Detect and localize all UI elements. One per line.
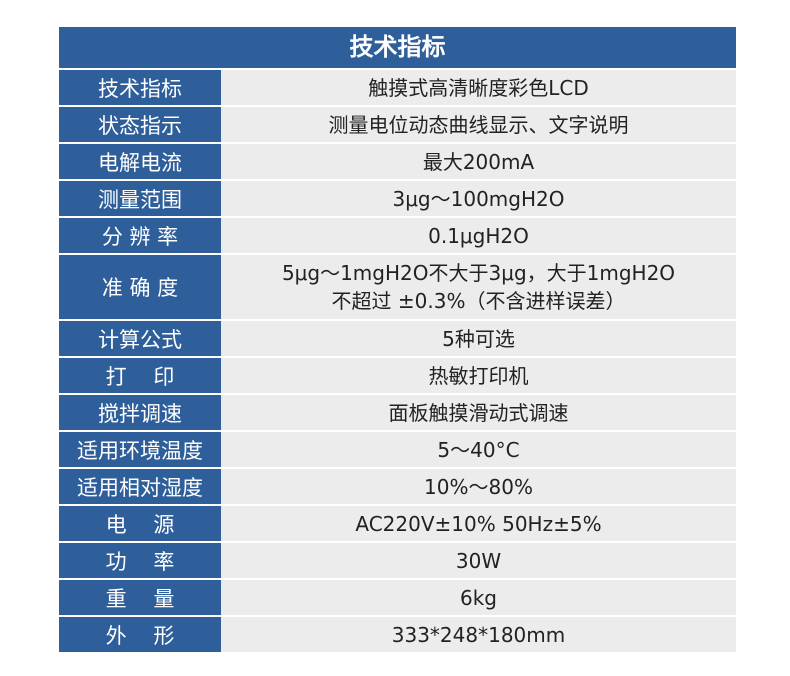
- spec-table: 技术指标 技术指标 触摸式高清晰度彩色LCD 状态指示 测量电位动态曲线显示、文字说明…: [59, 27, 736, 654]
- spec-value-line: 触摸式高清晰度彩色LCD: [368, 75, 589, 100]
- table-row: 状态指示 测量电位动态曲线显示、文字说明: [59, 107, 736, 142]
- table-row: 功 率 30W: [59, 543, 736, 578]
- spec-value-line: 不超过 ±0.3%（不含进样误差）: [331, 289, 626, 313]
- table-row: 电解电流 最大200mA: [59, 144, 736, 179]
- table-row: 适用环境温度 5～40°C: [59, 432, 736, 467]
- table-row: 外 形 333*248*180mm: [59, 617, 736, 652]
- spec-value: 10%～80%: [221, 469, 736, 504]
- spec-label: 适用相对湿度: [59, 469, 221, 504]
- table-row: 准 确 度 5μg～1mgH2O不大于3μg，大于1mgH2O 不超过 ±0.3%（…: [59, 255, 736, 319]
- spec-value: 触摸式高清晰度彩色LCD: [221, 70, 736, 105]
- spec-value: 6kg: [221, 580, 736, 615]
- table-row: 分 辨 率 0.1μgH2O: [59, 218, 736, 253]
- spec-value: 5μg～1mgH2O不大于3μg，大于1mgH2O 不超过 ±0.3%（不含进样误…: [221, 255, 736, 319]
- spec-value-line: 3μg～100mgH2O: [392, 186, 565, 211]
- spec-value: 5种可选: [221, 321, 736, 356]
- spec-label: 电解电流: [59, 144, 221, 179]
- table-row: 打 印 热敏打印机: [59, 358, 736, 393]
- spec-value-line: 5～40°C: [437, 437, 520, 462]
- table-row: 搅拌调速 面板触摸滑动式调速: [59, 395, 736, 430]
- table-row: 测量范围 3μg～100mgH2O: [59, 181, 736, 216]
- spec-value-line: AC220V±10% 50Hz±5%: [355, 511, 602, 536]
- spec-label: 搅拌调速: [59, 395, 221, 430]
- spec-value: 最大200mA: [221, 144, 736, 179]
- table-row: 重 量 6kg: [59, 580, 736, 615]
- table-title: 技术指标: [59, 27, 736, 68]
- spec-value-line: 30W: [455, 548, 502, 573]
- spec-label: 分 辨 率: [59, 218, 221, 253]
- table-row: 计算公式 5种可选: [59, 321, 736, 356]
- spec-value: 30W: [221, 543, 736, 578]
- spec-label: 功 率: [59, 543, 221, 578]
- spec-value: 3μg～100mgH2O: [221, 181, 736, 216]
- spec-value: 面板触摸滑动式调速: [221, 395, 736, 430]
- spec-label: 重 量: [59, 580, 221, 615]
- spec-label: 适用环境温度: [59, 432, 221, 467]
- spec-value: 测量电位动态曲线显示、文字说明: [221, 107, 736, 142]
- spec-label: 状态指示: [59, 107, 221, 142]
- spec-label: 打 印: [59, 358, 221, 393]
- table-row: 适用相对湿度 10%～80%: [59, 469, 736, 504]
- table-row: 电 源 AC220V±10% 50Hz±5%: [59, 506, 736, 541]
- spec-label: 测量范围: [59, 181, 221, 216]
- spec-label: 外 形: [59, 617, 221, 652]
- spec-label: 计算公式: [59, 321, 221, 356]
- spec-value-line: 0.1μgH2O: [428, 223, 529, 248]
- spec-label: 电 源: [59, 506, 221, 541]
- spec-value-line: 测量电位动态曲线显示、文字说明: [328, 112, 629, 137]
- spec-value: 0.1μgH2O: [221, 218, 736, 253]
- spec-value-line: 热敏打印机: [428, 363, 529, 388]
- spec-value-line: 10%～80%: [424, 474, 533, 499]
- spec-value: 热敏打印机: [221, 358, 736, 393]
- spec-value-line: 6kg: [459, 585, 497, 610]
- table-row: 技术指标 触摸式高清晰度彩色LCD: [59, 70, 736, 105]
- spec-value: AC220V±10% 50Hz±5%: [221, 506, 736, 541]
- spec-value-line: 333*248*180mm: [391, 622, 566, 647]
- spec-value-line: 5μg～1mgH2O不大于3μg，大于1mgH2O: [281, 261, 676, 285]
- spec-value: 5～40°C: [221, 432, 736, 467]
- spec-label: 准 确 度: [59, 255, 221, 319]
- spec-value-line: 5种可选: [442, 326, 515, 351]
- spec-label: 技术指标: [59, 70, 221, 105]
- spec-value: 333*248*180mm: [221, 617, 736, 652]
- spec-value-line: 最大200mA: [422, 149, 535, 174]
- spec-value-line: 面板触摸滑动式调速: [388, 400, 569, 425]
